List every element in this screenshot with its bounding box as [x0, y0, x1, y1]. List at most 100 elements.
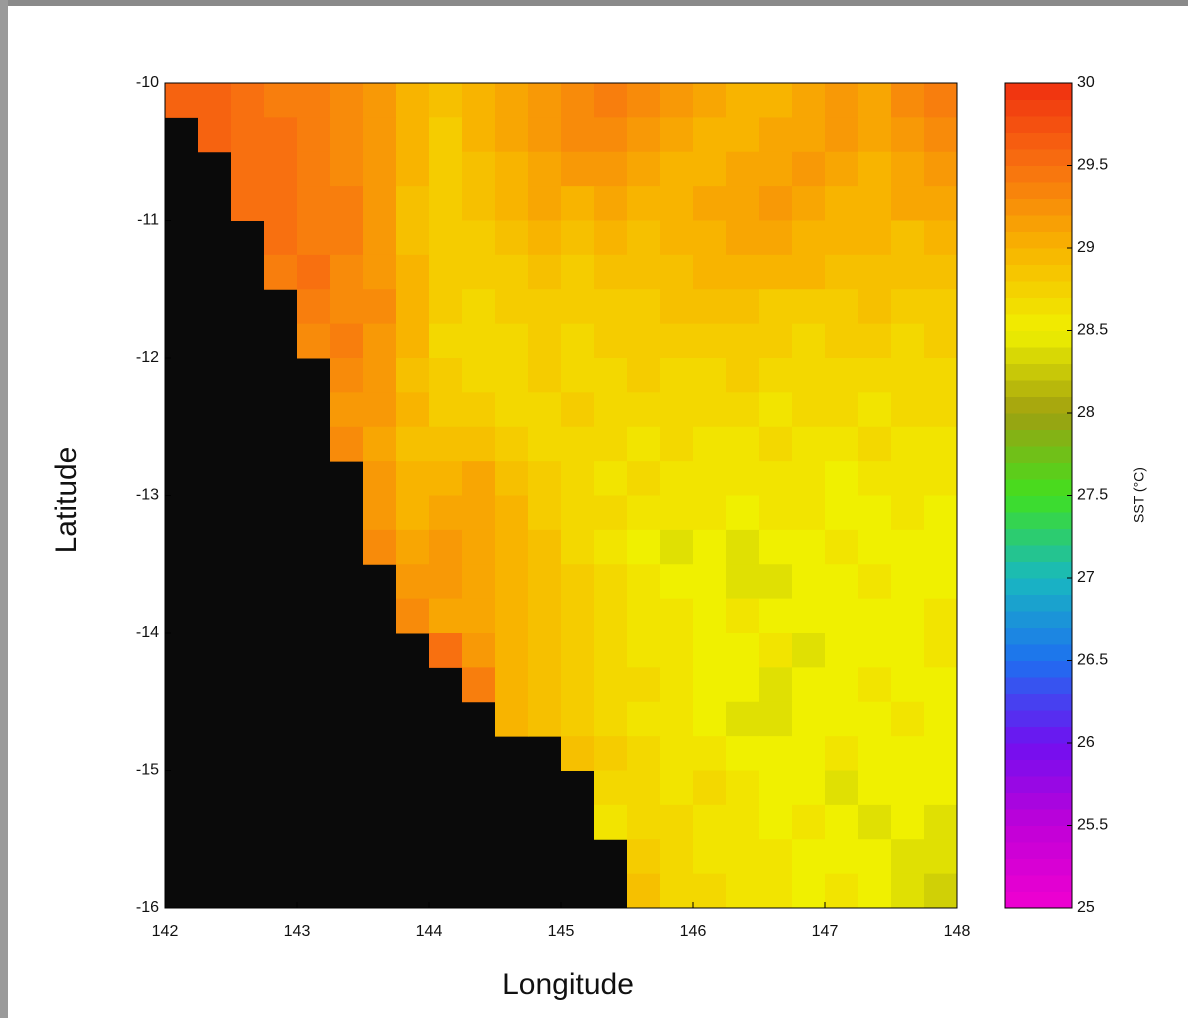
heatmap-cell — [825, 220, 859, 256]
heatmap-cell — [726, 220, 760, 256]
heatmap-cell — [660, 186, 694, 221]
colorbar-band — [1005, 413, 1072, 430]
heatmap-cell — [429, 117, 463, 153]
heatmap-cell — [792, 461, 826, 496]
colorbar-band — [1005, 165, 1072, 183]
heatmap-cell — [858, 873, 892, 909]
heatmap-cell — [660, 701, 694, 737]
heatmap-cell — [726, 529, 760, 565]
colorbar-band — [1005, 578, 1072, 595]
heatmap-cell — [429, 151, 463, 187]
colorbar-band — [1005, 248, 1072, 265]
heatmap-cell — [858, 701, 892, 737]
heatmap-cell — [363, 289, 397, 325]
heatmap-cell — [726, 667, 760, 703]
heatmap-cell — [264, 186, 298, 221]
heatmap-cell — [759, 151, 793, 187]
heatmap-cell — [924, 220, 958, 256]
heatmap-cell — [693, 151, 727, 187]
heatmap-cell — [759, 495, 793, 531]
heatmap-cell — [891, 358, 925, 393]
heatmap-cell — [396, 117, 430, 153]
heatmap-cell — [627, 667, 661, 703]
y-tick-label: -13 — [136, 487, 159, 504]
heatmap-cell — [660, 667, 694, 703]
heatmap-cell — [231, 186, 265, 221]
y-axis-label: Latitude — [50, 447, 83, 554]
colorbar-tick-label: 27.5 — [1077, 487, 1108, 504]
heatmap-cell — [528, 254, 562, 290]
heatmap-cell — [792, 392, 826, 428]
heatmap-cell — [495, 392, 529, 428]
heatmap-cell — [462, 426, 496, 462]
colorbar-band — [1005, 446, 1072, 463]
heatmap-cell — [561, 117, 595, 153]
heatmap-cell — [660, 83, 694, 118]
heatmap-cell — [891, 392, 925, 428]
heatmap-cell — [726, 392, 760, 428]
colorbar-band — [1005, 347, 1072, 364]
heatmap-cell — [429, 495, 463, 531]
heatmap-cell — [693, 598, 727, 634]
colorbar-band — [1005, 759, 1072, 777]
y-tick-label: -12 — [136, 349, 159, 366]
colorbar-band — [1005, 809, 1072, 826]
heatmap-cell — [594, 151, 628, 187]
heatmap-cell — [627, 186, 661, 221]
heatmap-cell — [924, 151, 958, 187]
heatmap-cell — [858, 426, 892, 462]
heatmap-cell — [759, 392, 793, 428]
heatmap-cell — [891, 289, 925, 325]
heatmap-cell — [759, 117, 793, 153]
colorbar-band — [1005, 281, 1072, 298]
heatmap-cell — [891, 426, 925, 462]
y-tick-label: -16 — [136, 899, 159, 916]
heatmap-cell — [693, 633, 727, 668]
heatmap-cell — [759, 667, 793, 703]
heatmap-cell — [693, 804, 727, 840]
heatmap-cell — [330, 151, 364, 187]
heatmap-cell — [792, 804, 826, 840]
heatmap-cell — [528, 667, 562, 703]
colorbar-band — [1005, 99, 1072, 117]
heatmap-cell — [528, 289, 562, 325]
heatmap-cell — [693, 392, 727, 428]
heatmap-cell — [825, 667, 859, 703]
heatmap-cell — [462, 564, 496, 600]
heatmap-cell — [924, 701, 958, 737]
heatmap-cell — [462, 117, 496, 153]
heatmap-cell — [627, 426, 661, 462]
colorbar-band — [1005, 198, 1072, 216]
heatmap-cell — [792, 426, 826, 462]
heatmap-cell — [891, 117, 925, 153]
heatmap-cell — [792, 117, 826, 153]
heatmap-cell — [495, 529, 529, 565]
heatmap-cell — [726, 254, 760, 290]
heatmap-cell — [924, 186, 958, 221]
heatmap-cell — [231, 117, 265, 153]
heatmap-cell — [594, 358, 628, 393]
heatmap-cell — [594, 83, 628, 118]
heatmap-cell — [528, 151, 562, 187]
heatmap-cell — [495, 254, 529, 290]
colorbar-band — [1005, 677, 1072, 694]
heatmap-cell — [825, 839, 859, 875]
heatmap-cell — [495, 461, 529, 496]
heatmap-cell — [891, 495, 925, 531]
heatmap-cell — [924, 392, 958, 428]
heatmap-cell — [594, 220, 628, 256]
colorbar-band — [1005, 545, 1072, 562]
heatmap-cell — [363, 83, 397, 118]
heatmap-cell — [627, 289, 661, 325]
heatmap-cell — [462, 495, 496, 531]
heatmap-cell — [528, 358, 562, 393]
colorbar-band — [1005, 561, 1072, 579]
heatmap-cell — [396, 254, 430, 290]
heatmap-cell — [363, 117, 397, 153]
colorbar-band — [1005, 743, 1072, 760]
heatmap-cell — [858, 358, 892, 393]
heatmap-cell — [528, 701, 562, 737]
heatmap-cell — [462, 186, 496, 221]
heatmap-cell — [726, 323, 760, 359]
heatmap-cell — [495, 564, 529, 600]
